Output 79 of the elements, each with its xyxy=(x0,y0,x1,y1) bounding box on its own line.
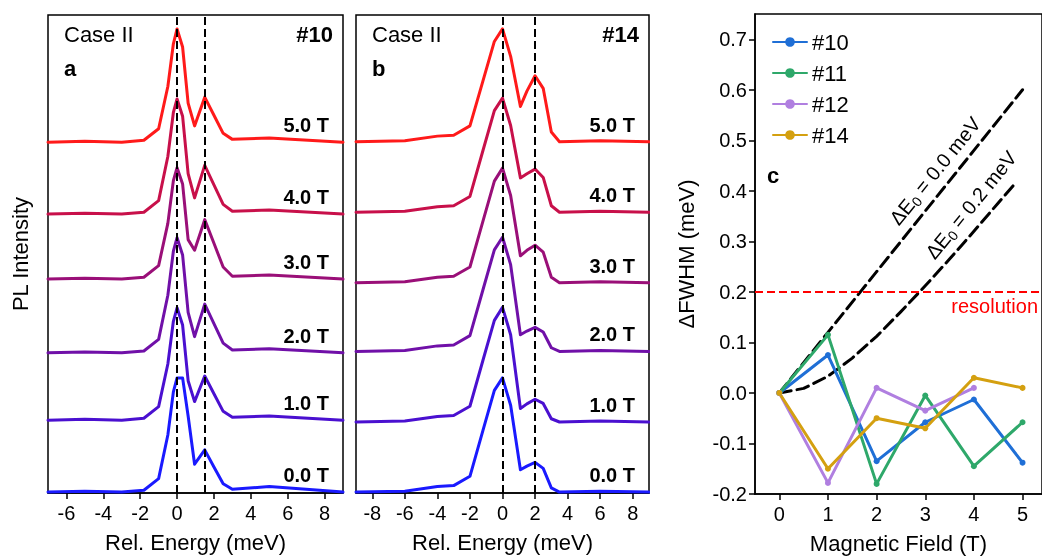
point xyxy=(970,374,977,381)
legend-label: #14 xyxy=(812,122,849,148)
x-tick-label: 2 xyxy=(208,502,220,524)
point xyxy=(824,465,831,472)
x-tick-label: 0 xyxy=(773,503,785,525)
y-tick-label: 0.5 xyxy=(719,129,747,152)
x-tick-label: 0 xyxy=(171,502,183,524)
point xyxy=(824,331,831,338)
legend-label: #12 xyxy=(812,91,849,117)
annotation: a xyxy=(64,55,77,81)
series-label: 5.0 T xyxy=(283,114,329,137)
point xyxy=(873,458,880,465)
x-tick-label: -6 xyxy=(57,502,76,524)
point xyxy=(922,392,929,399)
point xyxy=(970,384,977,391)
y-tick-label: 0.2 xyxy=(719,280,747,303)
y-axis-title: PL Intensity xyxy=(7,196,33,312)
x-tick-label: 8 xyxy=(627,502,639,524)
x-axis-title: Magnetic Field (T) xyxy=(809,530,988,556)
series-label: 5.0 T xyxy=(589,113,635,136)
x-tick-label: 4 xyxy=(245,502,257,524)
x-tick-label: -6 xyxy=(395,502,414,524)
annotation: Case II xyxy=(64,21,134,47)
series-label: 3.0 T xyxy=(283,251,329,274)
annotation: Case II xyxy=(372,21,442,47)
x-tick-label: -4 xyxy=(94,502,113,524)
y-tick-label: 0.0 xyxy=(719,381,747,404)
x-tick-label: -2 xyxy=(131,502,150,524)
x-tick-label: 0 xyxy=(496,502,509,524)
y-tick-label: 0.1 xyxy=(719,331,747,354)
series-label: 2.0 T xyxy=(283,324,329,347)
point xyxy=(873,480,880,487)
x-tick-label: -2 xyxy=(461,502,479,524)
x-axis-title: Rel. Energy (meV) xyxy=(412,529,593,555)
annotation: b xyxy=(372,55,386,81)
y-tick-label: 0.7 xyxy=(719,28,747,51)
series-label: 1.0 T xyxy=(283,392,329,415)
series-label: 3.0 T xyxy=(589,254,635,277)
x-tick-label: 8 xyxy=(319,502,331,524)
x-tick-label: 3 xyxy=(919,503,931,525)
series-label: 4.0 T xyxy=(589,184,635,207)
x-tick-label: 6 xyxy=(594,502,606,524)
point xyxy=(1019,384,1026,391)
x-axis-title: Rel. Energy (meV) xyxy=(105,529,286,555)
point xyxy=(824,352,831,359)
x-tick-label: 6 xyxy=(282,502,294,524)
x-tick-label: 5 xyxy=(1016,503,1029,525)
x-tick-label: 2 xyxy=(529,502,541,524)
series-label: 4.0 T xyxy=(283,186,329,209)
y-tick-label: -0.1 xyxy=(712,432,747,455)
point xyxy=(873,384,880,391)
legend-label: #11 xyxy=(812,60,848,86)
point xyxy=(922,425,929,432)
y-tick-label: 0.3 xyxy=(719,230,747,253)
y-axis-title: ΔFWHM (meV) xyxy=(673,179,699,329)
x-tick-label: -4 xyxy=(428,502,447,524)
annotation: #14 xyxy=(602,21,640,47)
x-tick-label: 2 xyxy=(871,503,883,525)
series-label: 0.0 T xyxy=(283,464,329,487)
point xyxy=(922,407,929,414)
point xyxy=(970,396,977,403)
series-label: 2.0 T xyxy=(589,323,635,346)
point xyxy=(922,419,929,426)
y-tick-label: 0.6 xyxy=(719,78,747,101)
y-tick-label: 0.4 xyxy=(719,179,747,202)
annotation: #10 xyxy=(296,21,334,47)
x-tick-label: 4 xyxy=(562,502,574,524)
point xyxy=(873,415,880,422)
y-tick-label: -0.2 xyxy=(712,483,747,505)
x-tick-label: 4 xyxy=(968,503,980,525)
legend-label: #10 xyxy=(812,29,849,55)
annotation: c xyxy=(767,162,780,188)
series-label: 1.0 T xyxy=(589,394,635,416)
series-label: 0.0 T xyxy=(589,464,635,487)
x-tick-label: -8 xyxy=(363,502,382,524)
point xyxy=(1019,419,1026,426)
point xyxy=(970,463,977,470)
x-tick-label: 1 xyxy=(822,503,834,525)
ref-line-label: resolution xyxy=(951,294,1038,317)
